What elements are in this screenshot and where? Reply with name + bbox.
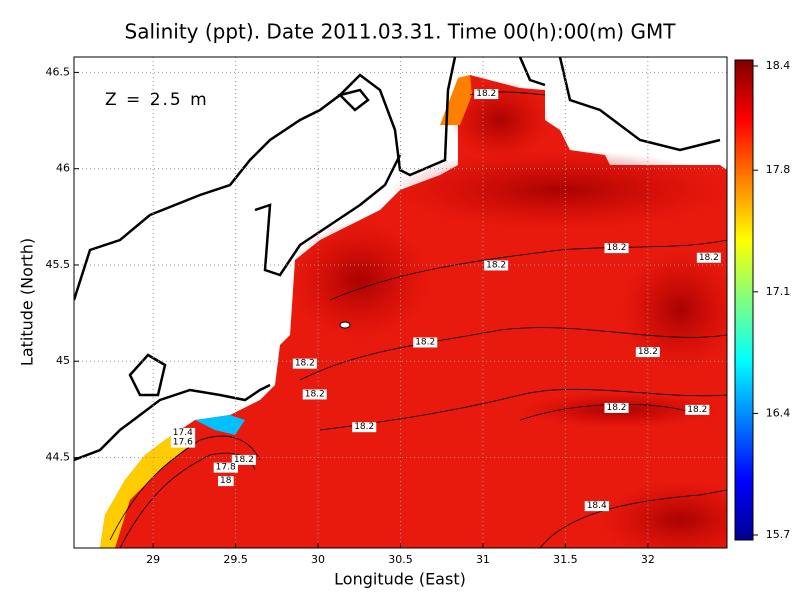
contour-label: 17.4 bbox=[173, 428, 193, 438]
contour-label-box bbox=[484, 260, 509, 271]
contour-label: 18.2 bbox=[486, 260, 506, 270]
field-shade bbox=[290, 220, 430, 340]
contour-label: 18.2 bbox=[687, 405, 707, 415]
contour-label-box bbox=[604, 243, 629, 254]
y-tick-label: 46.5 bbox=[46, 65, 71, 78]
y-tick-label: 45 bbox=[56, 354, 70, 367]
contour-label-box bbox=[302, 389, 327, 400]
x-tick-label: 29.5 bbox=[223, 553, 248, 566]
contour-label: 18.4 bbox=[587, 501, 607, 511]
y-tick-label: 45.5 bbox=[46, 258, 71, 271]
island bbox=[339, 321, 351, 329]
field-shade bbox=[450, 80, 550, 160]
contour-label-box bbox=[292, 358, 317, 369]
coastal-gradient bbox=[195, 415, 245, 435]
x-axis-label: Longitude (East) bbox=[334, 570, 466, 589]
contour-label-box bbox=[170, 427, 196, 438]
y-tick-label: 44.5 bbox=[46, 451, 71, 464]
x-tick-label: 30.5 bbox=[388, 553, 413, 566]
contour-label-box bbox=[696, 252, 721, 263]
grid bbox=[74, 57, 727, 548]
coastal-gradient bbox=[100, 430, 190, 548]
field-shade bbox=[390, 150, 727, 230]
x-tick-label: 30 bbox=[311, 553, 325, 566]
contour-label: 18.2 bbox=[305, 389, 325, 399]
y-tick-label: 46 bbox=[56, 162, 70, 175]
contour-label-box bbox=[213, 462, 238, 473]
contour-label-box bbox=[352, 422, 377, 433]
contour-label: 18.2 bbox=[415, 337, 435, 347]
contour-label-box bbox=[604, 402, 629, 413]
chart-title: Salinity (ppt). Date 2011.03.31. Time 00… bbox=[125, 20, 677, 44]
contour-label: 18.2 bbox=[234, 455, 254, 465]
contour-label-box bbox=[231, 454, 256, 465]
x-tick-label: 31.5 bbox=[553, 553, 578, 566]
field-shade bbox=[620, 250, 727, 370]
contour-label-box bbox=[635, 347, 660, 358]
annotation: Z = 2.5 m bbox=[105, 90, 209, 110]
contour-label: 18.2 bbox=[354, 422, 374, 432]
contour-label: 18.2 bbox=[638, 347, 658, 357]
colorbar-tick-label: 17.8 bbox=[766, 163, 791, 176]
map-field bbox=[74, 57, 727, 548]
contour-label: 18.2 bbox=[295, 359, 315, 369]
contour-label: 17.6 bbox=[173, 438, 193, 448]
contour-label: 18.2 bbox=[606, 403, 626, 413]
contour-label: 18.2 bbox=[476, 89, 496, 99]
colorbar-tick-label: 16.4 bbox=[766, 406, 791, 419]
colorbar-tick-label: 15.7 bbox=[766, 528, 791, 541]
x-tick-label: 29 bbox=[146, 553, 160, 566]
contour-label-box bbox=[413, 337, 438, 348]
contour-label-box bbox=[685, 404, 710, 415]
colorbar bbox=[734, 59, 754, 541]
contour-label-box bbox=[474, 89, 499, 100]
colorbar-tick-label: 18.4 bbox=[766, 59, 791, 72]
field-shade bbox=[600, 480, 727, 548]
x-tick-label: 32 bbox=[641, 553, 655, 566]
contour-label-box bbox=[584, 501, 610, 512]
contour-label: 18 bbox=[220, 476, 232, 486]
contour-label-box bbox=[217, 476, 234, 487]
y-axis-label: Latitude (North) bbox=[18, 238, 37, 366]
contour-label: 18.2 bbox=[699, 253, 719, 263]
contour-label: 18.2 bbox=[606, 243, 626, 253]
colorbar-tick-label: 17.1 bbox=[766, 285, 791, 298]
contour-label: 17.8 bbox=[216, 463, 236, 473]
contour-label-box bbox=[170, 437, 196, 448]
x-tick-label: 31 bbox=[476, 553, 490, 566]
coastline bbox=[74, 57, 721, 462]
